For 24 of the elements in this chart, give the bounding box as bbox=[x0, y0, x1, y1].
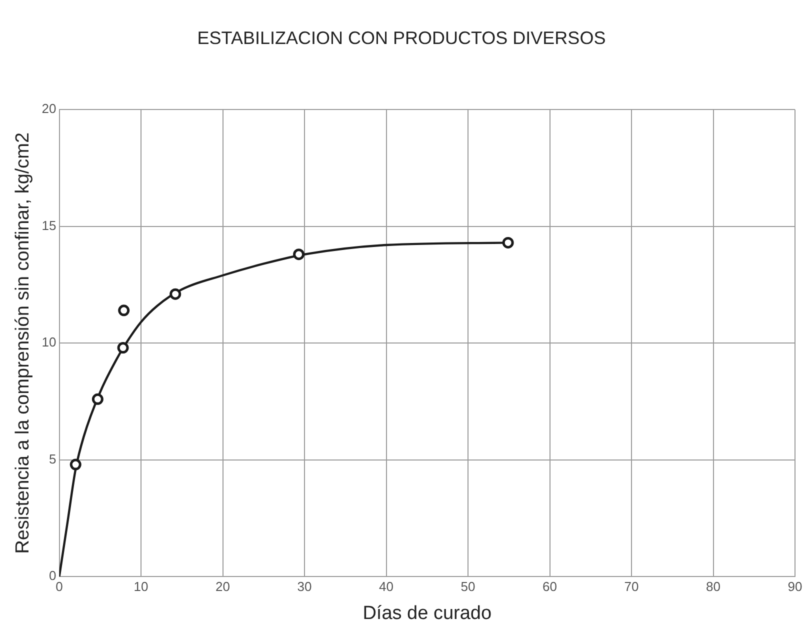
point bbox=[117, 342, 129, 354]
y-tick-label: 20 bbox=[42, 101, 56, 116]
x-tick-label: 50 bbox=[460, 578, 476, 594]
y-tick-label: 0 bbox=[49, 568, 56, 584]
point bbox=[92, 393, 104, 405]
point bbox=[502, 236, 514, 248]
point bbox=[293, 248, 305, 260]
x-tick-label: 90 bbox=[788, 578, 802, 594]
point bbox=[118, 304, 130, 316]
point bbox=[70, 458, 82, 470]
x-tick-label: 70 bbox=[624, 578, 639, 594]
x-tick-label: 80 bbox=[706, 578, 720, 594]
y-axis-title: Resistencia a la comprensión sin confinar, kg/cm2 bbox=[12, 132, 34, 554]
y-tick-label: 15 bbox=[42, 218, 56, 233]
chart-title: ESTABILIZACION CON PRODUCTOS DIVERSOS bbox=[197, 28, 606, 48]
x-tick-label: 20 bbox=[216, 578, 230, 594]
y-tick-label: 10 bbox=[42, 334, 56, 350]
x-tick-label: 40 bbox=[379, 578, 394, 594]
point bbox=[170, 288, 182, 300]
x-tick-label: 60 bbox=[542, 578, 557, 594]
x-tick-label: 30 bbox=[297, 578, 312, 594]
x-tick-label: 10 bbox=[134, 578, 148, 594]
x-axis-title: Días de curado bbox=[362, 602, 492, 624]
y-tick-label: 5 bbox=[49, 451, 56, 466]
